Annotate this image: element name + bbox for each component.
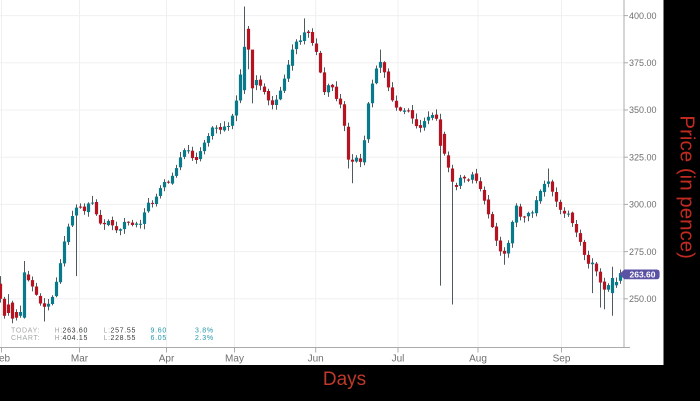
svg-text:Sep: Sep [553,353,571,364]
svg-text:Days: Days [323,369,366,390]
svg-text:300.00: 300.00 [629,200,657,210]
svg-text:275.00: 275.00 [629,247,657,257]
svg-text:3.8%: 3.8% [195,328,214,335]
svg-text:CHART:: CHART: [11,335,40,342]
svg-text:404.15: 404.15 [63,335,89,342]
svg-text:263.60: 263.60 [630,269,656,279]
svg-text:228.55: 228.55 [111,335,137,342]
svg-text:Price (in pence): Price (in pence) [676,115,699,259]
svg-text:2.3%: 2.3% [195,335,214,342]
svg-text:350.00: 350.00 [629,105,657,115]
svg-text:Aug: Aug [469,353,487,364]
svg-text:TODAY:: TODAY: [11,328,40,335]
svg-text:9.60: 9.60 [151,328,167,335]
svg-text:Jun: Jun [308,353,324,364]
svg-text:Apr: Apr [159,353,175,364]
svg-text:250.00: 250.00 [629,294,657,304]
svg-text:325.00: 325.00 [629,152,657,162]
svg-text:263.60: 263.60 [63,328,89,335]
svg-text:L:: L: [104,328,111,335]
svg-text:H:: H: [55,335,63,342]
svg-text:Mar: Mar [71,353,89,364]
svg-text:400.00: 400.00 [629,11,657,21]
svg-text:Jul: Jul [392,353,405,364]
svg-text:May: May [225,353,244,364]
svg-text:375.00: 375.00 [629,58,657,68]
svg-text:Feb: Feb [0,353,11,364]
svg-text:257.55: 257.55 [111,328,137,335]
svg-text:H:: H: [55,328,63,335]
svg-text:6.05: 6.05 [151,335,167,342]
svg-text:L:: L: [104,335,111,342]
